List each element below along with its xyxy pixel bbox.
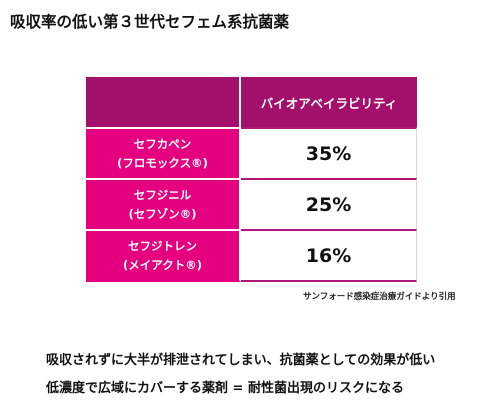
note-line-2: 低濃度で広域にカバーする薬剤 = 耐性菌出現のリスクになる — [46, 381, 404, 396]
page-title: 吸収率の低い第３世代セフェム系抗菌薬 — [10, 13, 290, 31]
table-header-empty-cell — [86, 77, 241, 127]
bioavailability-table: バイオアベイラビリティ セフカペン (フロモックス®) 35% セフジニル (セ… — [86, 77, 417, 282]
drug-brand-name: (セフゾン®) — [128, 206, 197, 221]
bioavailability-value: 35% — [241, 127, 417, 178]
source-citation: サンフォード感染症治療ガイドより引用 — [303, 292, 456, 302]
table-header-bioavailability: バイオアベイラビリティ — [241, 77, 417, 127]
drug-name: セフジニル — [133, 187, 192, 202]
drug-name-cell: セフジニル (セフゾン®) — [86, 178, 241, 229]
table-row: セフジトレン (メイアクト®) 16% — [86, 229, 417, 282]
table-row: セフジニル (セフゾン®) 25% — [86, 178, 417, 229]
bioavailability-value: 25% — [241, 178, 417, 229]
drug-name: セフカペン — [133, 136, 192, 151]
note-line-1: 吸収されずに大半が排泄されてしまい、抗菌薬としての効果が低い — [46, 353, 436, 368]
drug-name: セフジトレン — [128, 238, 197, 253]
bioavailability-table-container: バイオアベイラビリティ セフカペン (フロモックス®) 35% セフジニル (セ… — [86, 77, 417, 282]
bioavailability-value: 16% — [241, 229, 417, 282]
drug-name-cell: セフカペン (フロモックス®) — [86, 127, 241, 178]
drug-name-cell: セフジトレン (メイアクト®) — [86, 229, 241, 282]
table-header-row: バイオアベイラビリティ — [86, 77, 417, 127]
drug-brand-name: (メイアクト®) — [123, 257, 202, 272]
table-row: セフカペン (フロモックス®) 35% — [86, 127, 417, 178]
drug-brand-name: (フロモックス®) — [117, 155, 208, 170]
